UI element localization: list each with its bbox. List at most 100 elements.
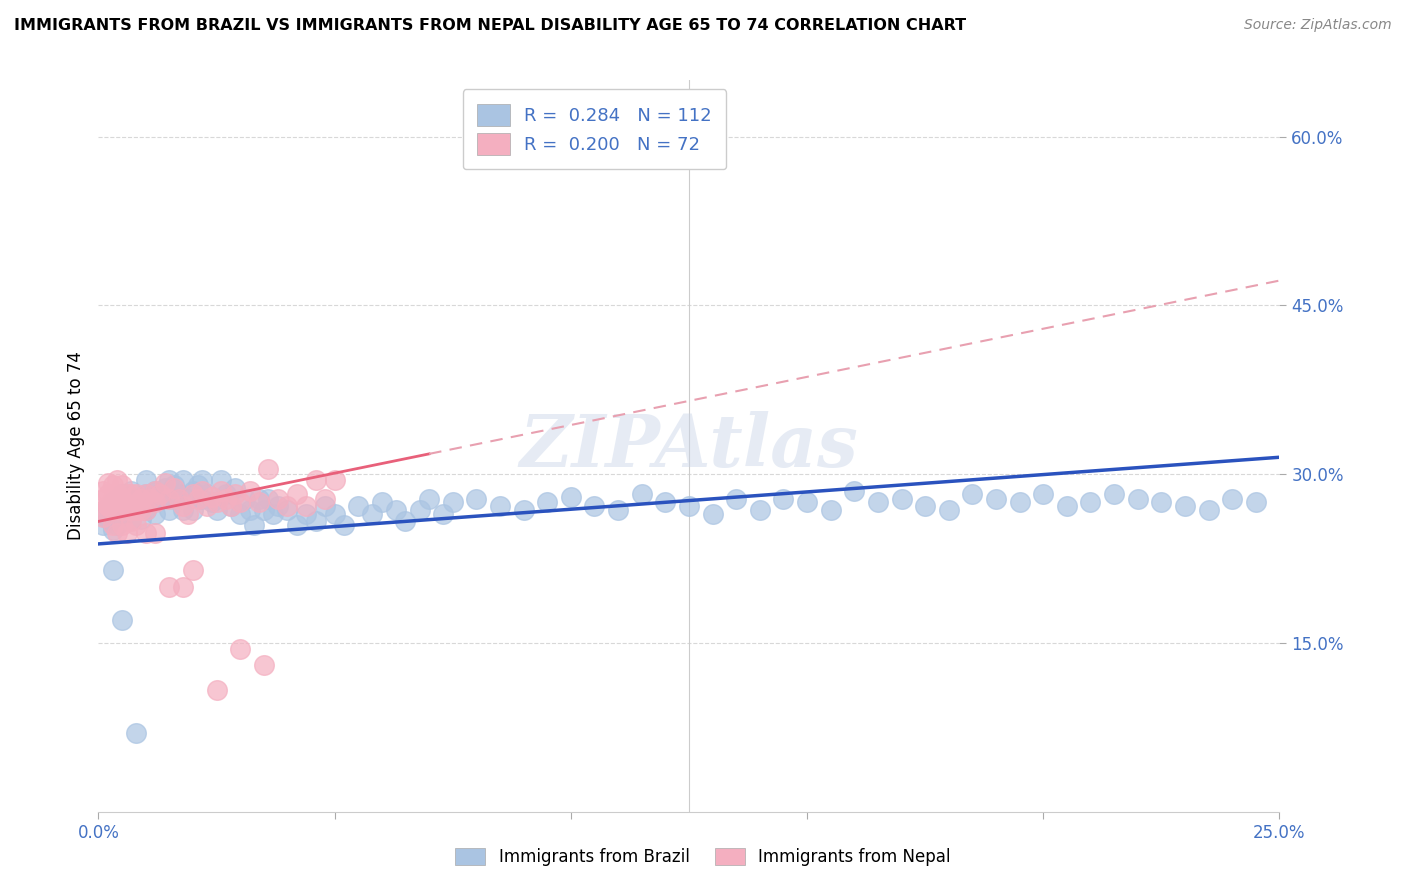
Text: Source: ZipAtlas.com: Source: ZipAtlas.com <box>1244 18 1392 32</box>
Point <box>177 491 200 506</box>
Point <box>105 499 128 513</box>
Point <box>143 525 166 540</box>
Point <box>607 503 630 517</box>
Point <box>143 483 166 498</box>
Point <box>91 483 114 498</box>
Point <box>129 499 152 513</box>
Point <box>115 491 138 506</box>
Point <box>314 499 336 513</box>
Point <box>163 478 186 492</box>
Point <box>432 507 454 521</box>
Point <box>101 478 124 492</box>
Point <box>394 515 416 529</box>
Point <box>305 515 328 529</box>
Point <box>105 503 128 517</box>
Point <box>125 487 148 501</box>
Point <box>97 476 120 491</box>
Point <box>239 483 262 498</box>
Point <box>295 507 318 521</box>
Point <box>101 491 124 506</box>
Point <box>91 491 114 506</box>
Point <box>97 487 120 501</box>
Point <box>191 491 214 506</box>
Legend: R =  0.284   N = 112, R =  0.200   N = 72: R = 0.284 N = 112, R = 0.200 N = 72 <box>463 89 725 169</box>
Point <box>172 580 194 594</box>
Point <box>219 499 242 513</box>
Point <box>101 563 124 577</box>
Point <box>115 487 138 501</box>
Point <box>125 503 148 517</box>
Point <box>678 499 700 513</box>
Point <box>167 487 190 501</box>
Point <box>101 503 124 517</box>
Point <box>135 487 157 501</box>
Point <box>129 491 152 506</box>
Point <box>157 491 180 506</box>
Point <box>111 491 134 506</box>
Point <box>247 495 270 509</box>
Point <box>938 503 960 517</box>
Point <box>111 478 134 492</box>
Point <box>820 503 842 517</box>
Point <box>229 641 252 656</box>
Point <box>149 491 172 506</box>
Point <box>984 491 1007 506</box>
Point <box>512 503 534 517</box>
Point <box>229 495 252 509</box>
Point <box>121 483 143 498</box>
Point <box>408 503 430 517</box>
Point <box>702 507 724 521</box>
Point <box>115 503 138 517</box>
Point <box>239 503 262 517</box>
Point <box>111 512 134 526</box>
Point <box>257 491 280 506</box>
Point <box>111 487 134 501</box>
Point <box>181 503 204 517</box>
Point <box>1198 503 1220 517</box>
Point <box>97 499 120 513</box>
Point <box>181 487 204 501</box>
Point <box>205 683 228 698</box>
Point <box>157 473 180 487</box>
Point <box>333 517 356 532</box>
Point <box>1032 487 1054 501</box>
Point <box>201 490 224 504</box>
Point <box>1126 491 1149 506</box>
Point <box>890 491 912 506</box>
Point <box>361 507 384 521</box>
Point <box>195 499 218 513</box>
Text: ZIPAtlas: ZIPAtlas <box>520 410 858 482</box>
Point <box>181 563 204 577</box>
Point <box>385 503 408 517</box>
Point <box>866 495 889 509</box>
Point <box>1080 495 1102 509</box>
Point <box>1056 499 1078 513</box>
Point <box>583 499 606 513</box>
Point <box>105 491 128 506</box>
Point <box>111 614 134 628</box>
Point <box>1244 495 1267 509</box>
Point <box>243 517 266 532</box>
Point <box>323 473 346 487</box>
Point <box>630 487 652 501</box>
Point <box>115 525 138 540</box>
Point <box>1008 495 1031 509</box>
Point <box>205 503 228 517</box>
Point <box>172 503 194 517</box>
Point <box>347 499 370 513</box>
Point <box>191 473 214 487</box>
Point <box>91 503 114 517</box>
Point <box>209 473 232 487</box>
Point <box>1150 495 1173 509</box>
Point <box>97 512 120 526</box>
Point <box>772 491 794 506</box>
Point <box>209 483 232 498</box>
Point <box>285 517 308 532</box>
Point <box>187 491 209 506</box>
Point <box>125 726 148 740</box>
Point <box>157 503 180 517</box>
Point <box>163 481 186 495</box>
Point <box>135 503 157 517</box>
Point <box>163 491 186 506</box>
Point <box>418 491 440 506</box>
